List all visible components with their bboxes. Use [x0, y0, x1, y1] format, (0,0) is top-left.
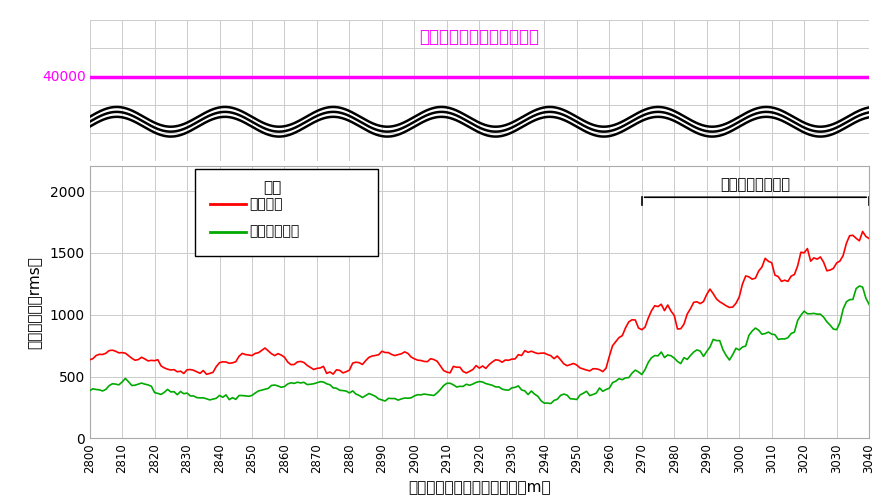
Text: トンネル掘削位置: トンネル掘削位置	[720, 177, 790, 193]
Y-axis label: 振動レベル（rms）: 振動レベル（rms）	[28, 256, 43, 349]
FancyBboxPatch shape	[194, 169, 378, 256]
Text: 苦情が多くなる振動レベル: 苦情が多くなる振動レベル	[419, 28, 539, 46]
X-axis label: センシング装置からの距離（m）: センシング装置からの距離（m）	[408, 480, 551, 495]
Text: ：施工停止時: ：施工停止時	[249, 225, 299, 238]
Text: 40000: 40000	[42, 70, 86, 84]
Text: 凡例: 凡例	[263, 180, 282, 195]
Text: ：施工時: ：施工時	[249, 198, 283, 211]
